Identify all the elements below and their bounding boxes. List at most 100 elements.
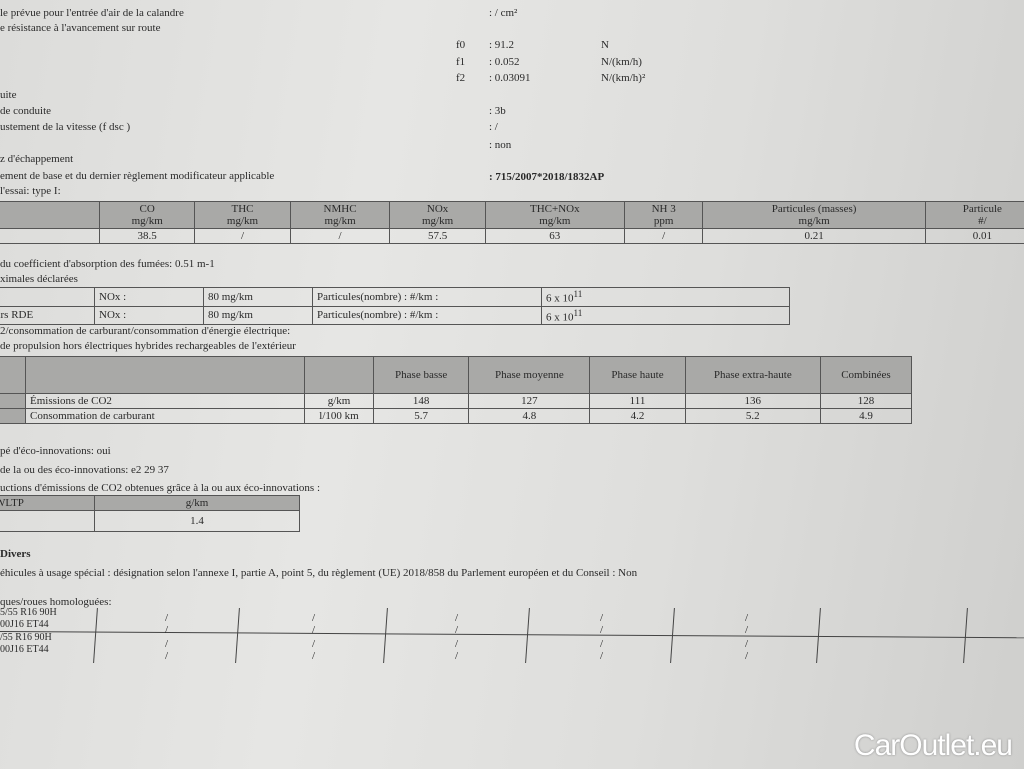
coef-value: : 0.052: [489, 56, 520, 68]
tyres-title: ques/roues homologuées:: [0, 596, 112, 608]
tyre-slash: /: [312, 624, 316, 636]
exponent: 11: [573, 307, 583, 318]
cell: 5.2: [684, 408, 821, 424]
tyre-slash: /: [312, 650, 316, 662]
tyre-slash: /: [165, 612, 169, 624]
eco-label: WLTP: [0, 495, 95, 511]
nox-value: 80 mg/km: [203, 287, 313, 307]
row-label: urs RDE: [0, 305, 95, 326]
part-value: 6 x 10: [546, 311, 574, 324]
tyre-column-line: [963, 608, 968, 663]
rim-size: 00J16 ET44: [0, 644, 49, 655]
tyre-column-line: [93, 608, 98, 663]
cell: 127: [468, 393, 591, 409]
tyre-slash: /: [600, 638, 604, 650]
coef-value: : 0.03091: [489, 72, 531, 84]
eco-value: 1.4: [94, 510, 300, 532]
section-value: : non: [489, 139, 512, 151]
coef-name: f2: [456, 72, 466, 84]
tyre-slash: /: [165, 638, 169, 650]
line-resistance: e résistance à l'avancement sur route: [0, 22, 161, 34]
header-unit: mg/km: [539, 215, 571, 227]
tyre-size: 5/55 R16 90H: [0, 607, 57, 618]
section-value: : /: [489, 121, 498, 133]
section-line: ustement de la vitesse (f dsc ): [0, 121, 131, 133]
tyre-column-line: [235, 608, 240, 663]
part-value: 6 x 10: [546, 292, 574, 305]
nox-label: NOx :: [94, 305, 204, 326]
tyre-slash: /: [745, 612, 749, 624]
section-line: z d'échappement: [0, 153, 74, 165]
tyre-slash: /: [312, 612, 316, 624]
header: Phase haute: [589, 356, 686, 394]
header: THC: [231, 203, 254, 215]
coef-unit: N: [601, 39, 609, 51]
coef-name: f1: [456, 56, 466, 68]
unit: l/100 km: [304, 408, 374, 424]
declared-line: ximales déclarées: [0, 273, 78, 285]
divers-line: éhicules à usage spécial : désignation s…: [0, 567, 638, 579]
cell: 5.7: [372, 408, 470, 424]
coef-unit: N/(km/h)²: [601, 72, 646, 84]
header-unit: #/: [978, 215, 987, 227]
header: Particule: [962, 203, 1002, 215]
cell: 136: [684, 393, 821, 409]
tyre-slash: /: [600, 612, 604, 624]
section-value: : 3b: [489, 105, 506, 117]
tyre-slash: /: [600, 650, 604, 662]
tyre-table-divider: [0, 631, 1024, 639]
emissions-value-row: e 38.5 / / 57.5 63 / 0.21 0.01: [0, 228, 1024, 244]
emissions-table: CO mg/km THC mg/km NMHC mg/km NOx mg/km THC+…: [0, 201, 1024, 244]
tyre-slash: /: [455, 624, 459, 636]
tyre-slash: /: [312, 638, 316, 650]
declared-table: NOx : 80 mg/km Particules(nombre) : #/km…: [0, 287, 790, 326]
part-label: Particules(nombre) : #/km :: [312, 287, 542, 307]
eco-line: de la ou des éco-innovations: e2 29 37: [0, 464, 169, 476]
cell: 4.9: [819, 408, 913, 424]
nox-value: 80 mg/km: [203, 305, 313, 326]
exponent: 11: [573, 289, 583, 299]
tyre-slash: /: [455, 638, 459, 650]
section-line: ement de base et du dernier règlement mo…: [0, 170, 275, 182]
coef-name: f0: [456, 39, 466, 51]
rim-size: 00J16 ET44: [0, 619, 49, 630]
eco-line: uctions d'émissions de CO2 obtenues grâc…: [0, 482, 320, 494]
declared-row: NOx : 80 mg/km Particules(nombre) : #/km…: [0, 287, 790, 307]
part-label: Particules(nombre) : #/km :: [312, 305, 542, 326]
cell: 128: [819, 393, 913, 409]
cell: 148: [372, 393, 470, 409]
header: NOx: [426, 203, 449, 215]
co2-row: Consommation de carburant l/100 km 5.7 4…: [0, 408, 913, 424]
tyre-slash: /: [455, 612, 459, 624]
tyre-slash: /: [165, 650, 169, 662]
header-unit: mg/km: [324, 215, 356, 227]
header-unit: ppm: [653, 215, 674, 227]
tyre-slash: /: [745, 638, 749, 650]
row-label: [0, 287, 95, 307]
header-unit: mg/km: [421, 215, 454, 227]
cell: 4.8: [468, 408, 591, 424]
coef-value: : 91.2: [489, 39, 515, 51]
header: CO: [139, 203, 155, 215]
eco-table: WLTP g/km 1.4: [0, 495, 300, 532]
co2-line: de propulsion hors électriques hybrides …: [0, 340, 296, 352]
tyre-size: /55 R16 90H: [0, 632, 52, 643]
co2-row: Émissions de CO2 g/km 148 127 111 136 12…: [0, 393, 913, 409]
section-line: l'essai: type I:: [0, 185, 61, 197]
tyre-slash: /: [455, 650, 459, 662]
regulation-value: : 715/2007*2018/1832AP: [489, 171, 605, 183]
tyre-slash: /: [745, 650, 749, 662]
tyre-column-line: [383, 608, 388, 663]
nox-label: NOx :: [94, 287, 204, 307]
eco-unit: g/km: [94, 495, 300, 511]
header: Phase extra-haute: [684, 356, 821, 394]
value-calandre: : / cm²: [489, 7, 518, 19]
co2-table: Phase basse Phase moyenne Phase haute Ph…: [0, 356, 913, 424]
header: THC+NOx: [529, 203, 580, 215]
line-calandre: le prévue pour l'entrée d'air de la cala…: [0, 7, 184, 19]
tyre-slash: /: [165, 624, 169, 636]
header-unit: mg/km: [798, 215, 830, 227]
cell: 0.21: [702, 228, 926, 244]
co2-header-row: Phase basse Phase moyenne Phase haute Ph…: [0, 356, 913, 394]
header: Phase moyenne: [468, 356, 591, 394]
